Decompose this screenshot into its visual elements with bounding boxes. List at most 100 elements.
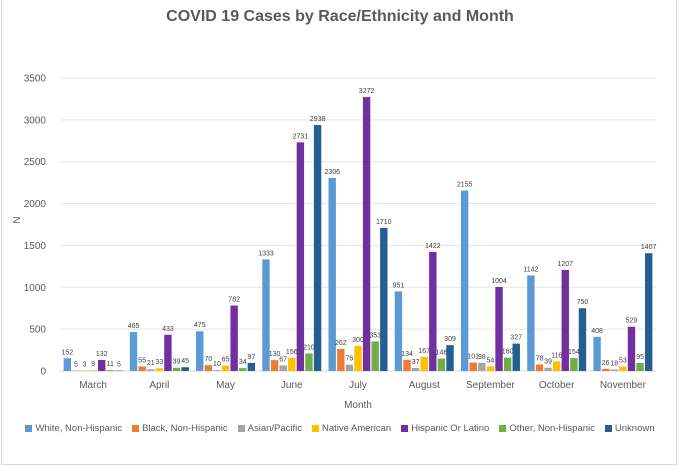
bar [155, 368, 164, 371]
data-label: 3 [83, 362, 87, 369]
legend-swatch [132, 425, 140, 432]
data-label: 134 [401, 351, 413, 358]
bar [288, 357, 296, 371]
bar [196, 331, 204, 371]
bar [172, 367, 181, 371]
bar [213, 370, 221, 371]
bar [644, 253, 653, 371]
data-label: 78 [536, 355, 544, 362]
bar [512, 343, 520, 371]
data-label: 98 [478, 354, 486, 361]
x-tick-label: October [539, 380, 575, 391]
legend-label: Asian/Pacific [247, 423, 303, 434]
data-label: 148 [436, 350, 448, 357]
bar [478, 362, 486, 371]
bar [429, 251, 437, 371]
x-tick-label: May [216, 380, 235, 391]
bar [578, 308, 587, 371]
bar [313, 125, 322, 372]
data-label: 54 [487, 357, 495, 364]
x-tick-label: June [281, 380, 303, 391]
data-label: 475 [194, 322, 206, 329]
data-label: 2306 [324, 169, 340, 176]
data-label: 750 [577, 299, 589, 306]
data-label: 53 [619, 358, 627, 365]
bar [411, 367, 420, 371]
legend-swatch [312, 425, 320, 432]
bar [129, 332, 138, 371]
bar [247, 362, 256, 371]
bar [460, 190, 469, 371]
bar [371, 341, 379, 371]
chart-title: COVID 19 Cases by Race/Ethnicity and Mon… [166, 8, 514, 25]
legend-swatch [499, 425, 507, 432]
legend-item: Unknown [604, 423, 655, 434]
legend-swatch [401, 425, 409, 432]
bar [544, 367, 552, 371]
bar [469, 362, 477, 371]
y-tick-label: 2500 [24, 157, 47, 168]
legend-item: Native American [312, 423, 391, 434]
bar [446, 345, 454, 371]
legend-swatch [237, 425, 245, 432]
bar [527, 275, 535, 371]
bar [72, 370, 80, 372]
bar [394, 291, 403, 371]
data-label: 10 [213, 361, 221, 368]
data-label: 95 [636, 354, 644, 361]
data-label: 132 [96, 351, 108, 358]
data-label: 2155 [457, 182, 473, 189]
y-axis-ticks: 0 500 1000 1500 2000 2500 3000 3500 [24, 74, 47, 378]
bar [627, 326, 636, 371]
data-label: 529 [626, 318, 638, 325]
y-tick-label: 3000 [24, 115, 47, 126]
bar [262, 259, 270, 371]
bar [115, 370, 123, 372]
legend-label: Hispanic Or Latino [411, 423, 490, 434]
data-label: 262 [335, 340, 347, 347]
x-axis-categories: March April May June July August September Octo… [79, 380, 646, 391]
data-label: 167 [418, 348, 430, 355]
data-label: 156 [286, 349, 298, 356]
bar [570, 358, 578, 371]
data-label: 34 [239, 359, 247, 366]
bar [221, 365, 230, 371]
data-label: 33 [155, 359, 163, 366]
data-label: 97 [247, 354, 255, 361]
data-label: 210 [303, 344, 315, 351]
data-label: 76 [346, 356, 354, 363]
data-label: 26 [602, 360, 610, 367]
data-label: 1422 [425, 243, 441, 250]
x-tick-label: April [149, 380, 169, 391]
legend-swatch [25, 425, 33, 432]
bar [296, 142, 305, 371]
legend-item: Black, Non-Hispanic [132, 423, 228, 434]
data-label: 353 [369, 332, 381, 339]
bar [552, 361, 561, 371]
bar [437, 358, 446, 371]
data-label: 1710 [376, 219, 392, 226]
data-label: 37 [412, 359, 420, 366]
data-label: 1004 [491, 278, 507, 285]
bar [420, 357, 428, 371]
bar [164, 334, 172, 371]
legend-label: White, Non-Hispanic [35, 423, 123, 434]
data-label: 18 [610, 360, 618, 367]
data-label: 1333 [258, 250, 274, 257]
data-label: 5 [74, 362, 78, 369]
data-label: 101 [467, 354, 479, 361]
bar [270, 360, 279, 371]
bar [345, 364, 354, 371]
bar [305, 353, 313, 371]
data-label: 67 [279, 356, 287, 363]
bar [503, 357, 512, 371]
y-tick-label: 2000 [24, 199, 47, 210]
data-label: 11 [107, 361, 114, 368]
data-label: 1142 [523, 266, 538, 273]
legend-label: Other, Non-Hispanic [509, 423, 595, 434]
data-label: 152 [61, 349, 73, 356]
data-label: 300 [352, 337, 364, 344]
legend-label: Unknown [614, 423, 655, 434]
